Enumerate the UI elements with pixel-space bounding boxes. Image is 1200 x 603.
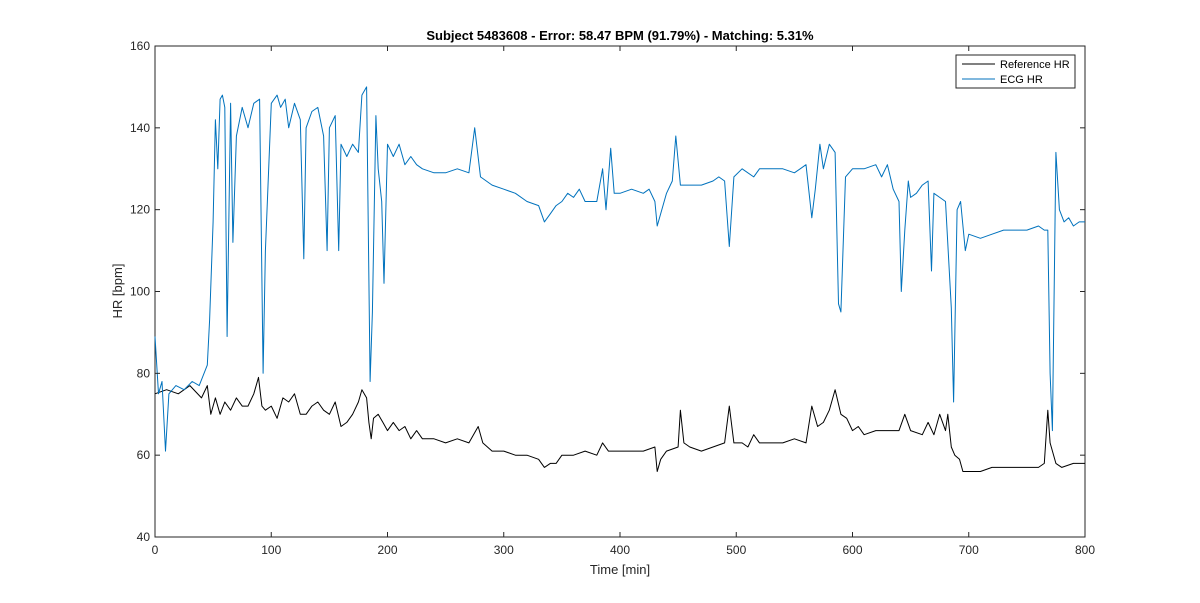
x-tick-label: 0 [152, 543, 159, 557]
x-tick-label: 200 [377, 543, 397, 557]
series-line-reference-hr [154, 376, 1085, 472]
axis-layer: 0 100 200 300 400 500 600 700 800 40 60 80 100 120 140… [130, 39, 1095, 557]
x-tick-label: 700 [959, 543, 979, 557]
x-tick-label: 600 [842, 543, 862, 557]
y-tick-label: 140 [130, 121, 150, 135]
legend-label-reference: Reference HR [1000, 59, 1070, 71]
y-tick-label: 160 [130, 39, 150, 53]
x-tick-label: 800 [1075, 543, 1095, 557]
y-tick-label: 120 [130, 203, 150, 217]
x-tick-label: 400 [610, 543, 630, 557]
chart-title: Subject 5483608 - Error: 58.47 BPM (91.7… [426, 28, 814, 43]
plot-area [154, 45, 1086, 538]
y-tick-label: 40 [137, 530, 151, 544]
legend-label-ecg: ECG HR [1000, 74, 1043, 86]
x-tick-label: 300 [494, 543, 514, 557]
legend: Reference HR ECG HR [955, 54, 1076, 89]
x-axis-label: Time [min] [590, 562, 650, 577]
x-tick-label: 100 [261, 543, 281, 557]
y-tick-label: 100 [130, 285, 150, 299]
x-tick-label: 500 [726, 543, 746, 557]
y-tick-label: 60 [137, 448, 151, 462]
legend-box [955, 54, 1076, 89]
series-line-ecg-hr [154, 86, 1085, 452]
series-layer [154, 86, 1085, 472]
y-tick-label: 80 [137, 366, 151, 380]
y-axis-label: HR [bpm] [110, 264, 125, 319]
